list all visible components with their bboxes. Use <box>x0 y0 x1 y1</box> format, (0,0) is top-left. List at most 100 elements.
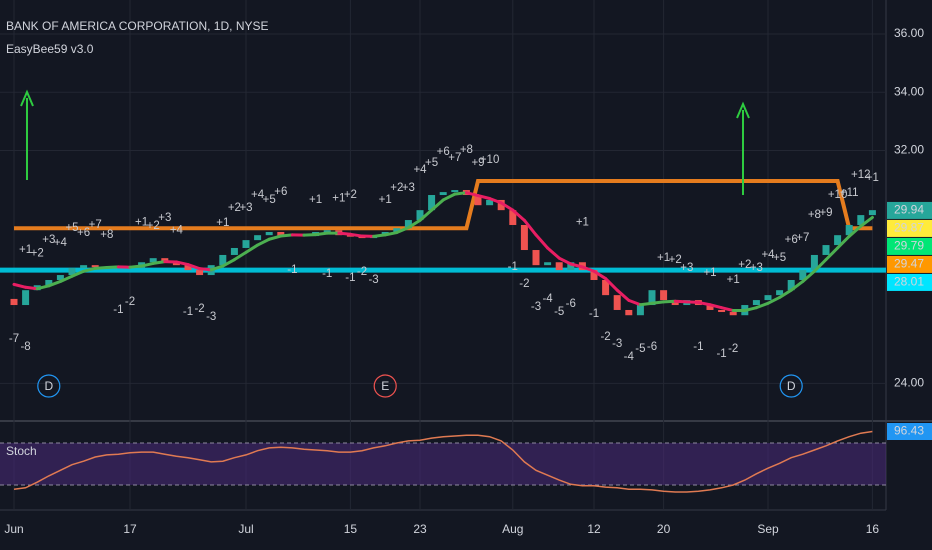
ma-segment <box>650 300 666 305</box>
up-count: +3 <box>680 262 693 274</box>
candle <box>602 280 610 296</box>
ma-segment <box>812 258 828 273</box>
up-count: +5 <box>773 252 786 264</box>
up-count: +2 <box>390 182 403 194</box>
up-count: +4 <box>413 164 427 176</box>
ma-segment <box>847 224 863 238</box>
candle <box>729 312 737 316</box>
ma-segment <box>209 264 225 272</box>
buy-arrow <box>20 89 34 180</box>
down-count: -1 <box>113 304 123 316</box>
candle <box>764 295 772 301</box>
up-count: +2 <box>31 247 44 259</box>
candle <box>474 195 482 206</box>
price-tag-label: 29.87 <box>894 221 924 235</box>
candle <box>497 199 505 211</box>
ma-segment <box>685 300 700 304</box>
ma-segment <box>824 246 840 262</box>
down-count: -1 <box>345 272 355 284</box>
up-count: +2 <box>344 189 357 201</box>
down-count: -2 <box>728 343 738 355</box>
ma-segment <box>383 231 399 237</box>
ma-segment <box>35 284 51 291</box>
down-count: -2 <box>519 278 529 290</box>
event-marker <box>779 374 803 398</box>
event-label: E <box>381 379 389 393</box>
ma-segment <box>70 269 86 278</box>
ma-segment <box>12 282 28 289</box>
down-count: -2 <box>600 331 610 343</box>
candle <box>544 262 552 266</box>
down-count: -5 <box>554 306 564 318</box>
up-count: +1 <box>576 216 589 228</box>
down-count: -2 <box>357 266 367 278</box>
candle <box>439 192 447 196</box>
up-count: +1 <box>703 267 716 279</box>
candle <box>451 190 459 193</box>
up-count: +1 <box>216 217 229 229</box>
candle <box>323 230 331 232</box>
candle <box>404 220 412 229</box>
ma-segment <box>348 232 364 238</box>
ma-segment <box>696 300 712 307</box>
ma-segment <box>859 215 874 228</box>
down-count: -8 <box>20 341 30 353</box>
up-count: +6 <box>785 234 798 246</box>
ma-segment <box>418 208 434 222</box>
price-tag-label: 28.01 <box>894 275 924 289</box>
up-count: +4 <box>54 237 68 249</box>
price-tag <box>887 255 932 273</box>
up-count: +2 <box>738 259 751 271</box>
down-count: -1 <box>183 306 193 318</box>
price-tag <box>887 273 932 291</box>
down-count: -5 <box>635 343 645 355</box>
y-tick-label: 24.00 <box>894 375 924 389</box>
ma-segment <box>836 234 851 250</box>
ma-segment <box>754 301 770 310</box>
up-count: +3 <box>239 202 252 214</box>
x-tick-label: Jul <box>238 522 253 536</box>
ma-segment <box>592 269 608 281</box>
price-tag-label: 29.94 <box>894 203 924 217</box>
plot-layer: 36.00 34.00 32.00 24.00 Jun 17 Jul 15 23 Aug 12 20 S… <box>0 0 932 536</box>
candle <box>636 305 644 316</box>
candle <box>80 265 88 269</box>
candle <box>254 235 262 241</box>
x-tick-label: 16 <box>866 522 880 536</box>
up-count: +1 <box>727 274 740 286</box>
down-count: -7 <box>9 333 19 345</box>
candle <box>242 240 250 248</box>
up-count: +4 <box>170 224 184 236</box>
up-count: +3 <box>750 262 763 274</box>
up-count: +7 <box>796 232 809 244</box>
candle <box>486 199 494 206</box>
candle <box>752 300 760 306</box>
up-count: +2 <box>228 202 241 214</box>
ma-segment <box>314 231 329 237</box>
down-count: -4 <box>624 351 635 363</box>
up-count: +6 <box>437 146 450 158</box>
ma-segment <box>93 265 109 270</box>
down-count: -1 <box>716 348 726 360</box>
down-count: -1 <box>287 264 297 276</box>
candle <box>346 235 354 237</box>
resistance-line <box>14 179 873 231</box>
candle <box>625 309 633 316</box>
candle <box>810 254 818 271</box>
x-tick-label: 23 <box>413 522 427 536</box>
stoch-label: Stoch <box>6 444 37 458</box>
stoch-tag <box>887 422 932 440</box>
candle <box>567 262 575 271</box>
event-marker <box>373 374 397 398</box>
candle <box>172 262 180 266</box>
down-count: -3 <box>206 311 216 323</box>
ma-segment <box>511 208 526 222</box>
ma-segment <box>522 218 538 237</box>
candle <box>648 290 656 306</box>
candle <box>520 224 528 251</box>
event-label: D <box>787 379 796 393</box>
up-count: +2 <box>669 254 682 266</box>
up-count: +3 <box>158 212 171 224</box>
ma-segment <box>638 301 654 307</box>
candle <box>265 231 273 236</box>
